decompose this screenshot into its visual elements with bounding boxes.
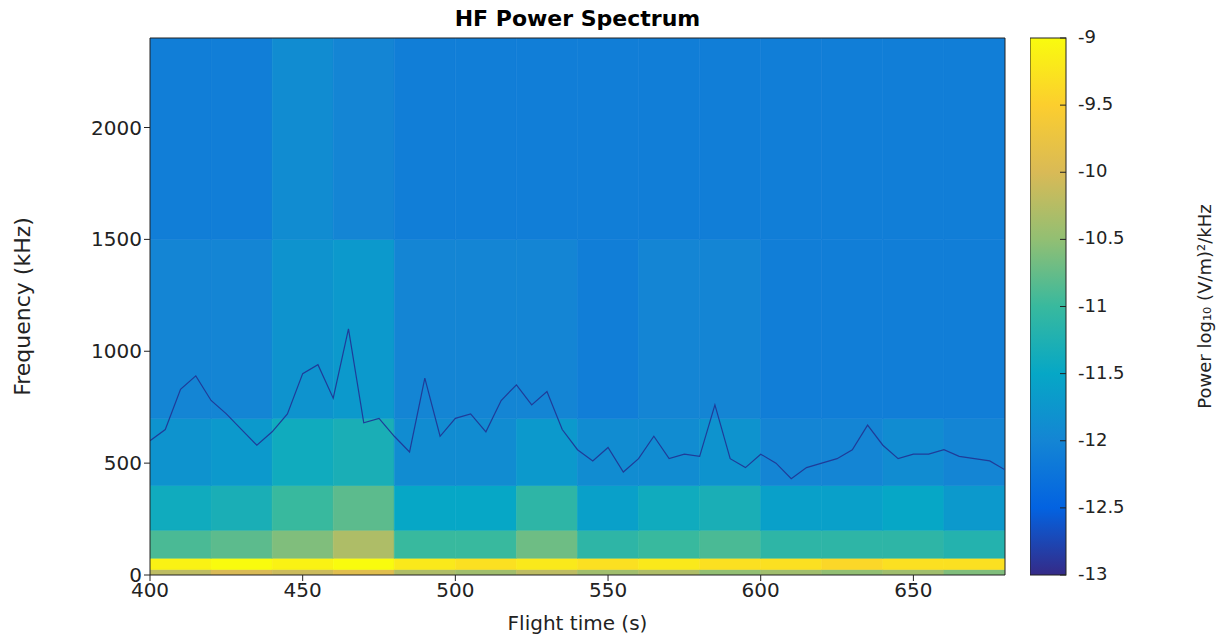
svg-text:1500: 1500 — [91, 227, 142, 251]
svg-text:Flight time (s): Flight time (s) — [508, 611, 648, 635]
html-text:HF Power Spectrum: HF Power Spectrum — [454, 6, 701, 31]
svg-text:-12.5: -12.5 — [1078, 496, 1125, 517]
svg-text:600: 600 — [742, 578, 780, 602]
svg-text:-10.5: -10.5 — [1078, 227, 1125, 248]
svg-text:Frequency (kHz): Frequency (kHz) — [10, 217, 35, 396]
svg-text:550: 550 — [589, 578, 627, 602]
svg-text:1000: 1000 — [91, 339, 142, 363]
svg-text:-11: -11 — [1078, 295, 1107, 316]
svg-text:-9.5: -9.5 — [1078, 93, 1113, 114]
svg-text:-12: -12 — [1078, 429, 1107, 450]
svg-text:0: 0 — [129, 563, 142, 587]
svg-text:Power log₁₀ (V/m)²/kHz: Power log₁₀ (V/m)²/kHz — [1194, 204, 1215, 408]
svg-text:500: 500 — [104, 451, 142, 475]
svg-text:-11.5: -11.5 — [1078, 362, 1125, 383]
svg-text:-9: -9 — [1078, 26, 1096, 47]
svg-text:450: 450 — [284, 578, 322, 602]
svg-text:-13: -13 — [1078, 563, 1107, 584]
svg-text:2000: 2000 — [91, 116, 142, 140]
svg-text:400: 400 — [130, 578, 170, 603]
svg-text:500: 500 — [436, 578, 474, 602]
svg-text:650: 650 — [894, 578, 932, 602]
svg-text:-10: -10 — [1078, 160, 1107, 181]
